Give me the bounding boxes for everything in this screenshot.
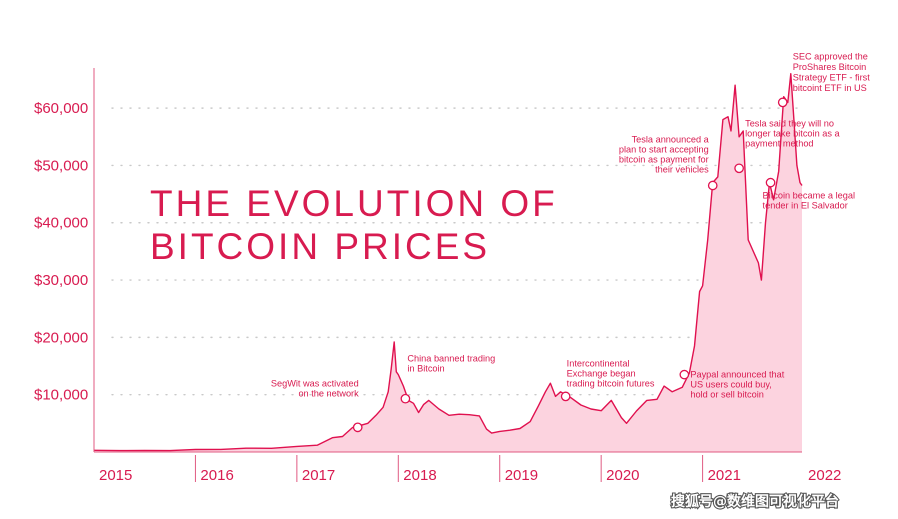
price-area (93, 73, 803, 452)
annotation-line: Strategy ETF - first (793, 72, 871, 82)
y-tick-label-1: $20,000 (34, 329, 88, 346)
title-line-1: THE EVOLUTION OF (150, 183, 558, 224)
annotation-line: longer take bitcoin as a (745, 128, 840, 138)
annotation-marker-0 (352, 422, 363, 433)
annotation-marker-6 (765, 177, 776, 188)
x-axis-ticks: 2015 2016 2017 2018 2019 2020 2021 2022 (99, 455, 841, 484)
annotation-text-3: Paypal announced that US users could buy,… (690, 370, 784, 400)
annotation-line: plan to start accepting (619, 144, 709, 154)
y-axis-ticks: $10,000 $20,000 $30,000 $40,000 $50,000 $60,0… (34, 100, 88, 404)
price-line (93, 73, 803, 452)
axes (93, 68, 802, 453)
x-tick-label-6: 2021 (708, 467, 741, 484)
x-tick-label-3: 2018 (403, 467, 436, 484)
annotation-line: bitcoin as payment for (619, 154, 709, 164)
annotation-marker-2 (560, 391, 571, 402)
annotation-line: Tesla announced a (632, 134, 710, 144)
annotation-marker-4 (707, 180, 718, 191)
annotation-text-5: Tesla said they will no longer take bitco… (745, 118, 840, 148)
annotation-marker-7 (777, 97, 788, 108)
annotation-line: Intercontinental (567, 358, 630, 368)
event-annotations: SegWit was activated on the network China … (271, 51, 871, 433)
annotation-line: payment method (745, 138, 813, 148)
price-area-fill (94, 73, 802, 452)
watermark-text: 搜狐号@数维图可视化平台 (671, 493, 839, 510)
annotation-line: bitcoint ETF in US (793, 83, 867, 93)
annotation-line: US users could buy, (690, 380, 772, 390)
y-tick-label-3: $40,000 (34, 215, 88, 232)
annotation-text-7: SEC approved the ProShares Bitcoin Strateg… (793, 51, 871, 93)
y-tick-label-0: $10,000 (34, 387, 88, 404)
annotation-line: Tesla said they will no (745, 118, 834, 128)
annotation-line: hold or sell bitcoin (690, 390, 764, 400)
chart-title: THE EVOLUTION OF BITCOIN PRICES (150, 183, 558, 267)
watermark-outline: 搜狐号@数维图可视化平台 (671, 493, 839, 510)
y-tick-label-4: $50,000 (34, 157, 88, 174)
annotation-line: trading bitcoin futures (567, 378, 655, 388)
annotation-text-2: Intercontinental Exchange began trading bi… (567, 358, 655, 388)
annotation-line: Exchange began (567, 368, 636, 378)
annotation-line: ProShares Bitcoin (793, 62, 867, 72)
annotation-text-0: SegWit was activated on the network (271, 378, 359, 398)
title-line-2: BITCOIN PRICES (150, 226, 490, 267)
annotation-marker-3 (679, 369, 690, 380)
annotation-marker-1 (400, 393, 411, 404)
annotation-line: Paypal announced that (690, 370, 784, 380)
annotation-marker-5 (734, 163, 744, 174)
annotation-line: on the network (298, 388, 359, 398)
x-tick-label-1: 2016 (200, 467, 233, 484)
x-tick-label-0: 2015 (99, 467, 132, 484)
annotation-line: Bitcoin became a legal (763, 191, 855, 201)
x-tick-label-2: 2017 (302, 467, 335, 484)
annotation-line: SEC approved the (793, 51, 868, 61)
x-tick-label-7: 2022 (808, 467, 841, 484)
annotation-text-6: Bitcoin became a legal tender in El Salva… (763, 191, 855, 211)
x-tick-label-4: 2019 (505, 467, 538, 484)
x-tick-label-5: 2020 (606, 467, 639, 484)
annotation-line: SegWit was activated (271, 378, 359, 388)
annotation-text-4: Tesla announced a plan to start accepting… (619, 134, 710, 174)
y-tick-label-5: $60,000 (34, 100, 88, 117)
annotation-line: China banned trading (407, 354, 495, 364)
y-tick-label-2: $30,000 (34, 272, 88, 289)
annotation-line: their vehicles (655, 164, 709, 174)
annotation-line: in Bitcoin (407, 364, 444, 374)
annotation-text-1: China banned trading in Bitcoin (407, 354, 495, 374)
annotation-line: tender in El Salvador (763, 201, 848, 211)
